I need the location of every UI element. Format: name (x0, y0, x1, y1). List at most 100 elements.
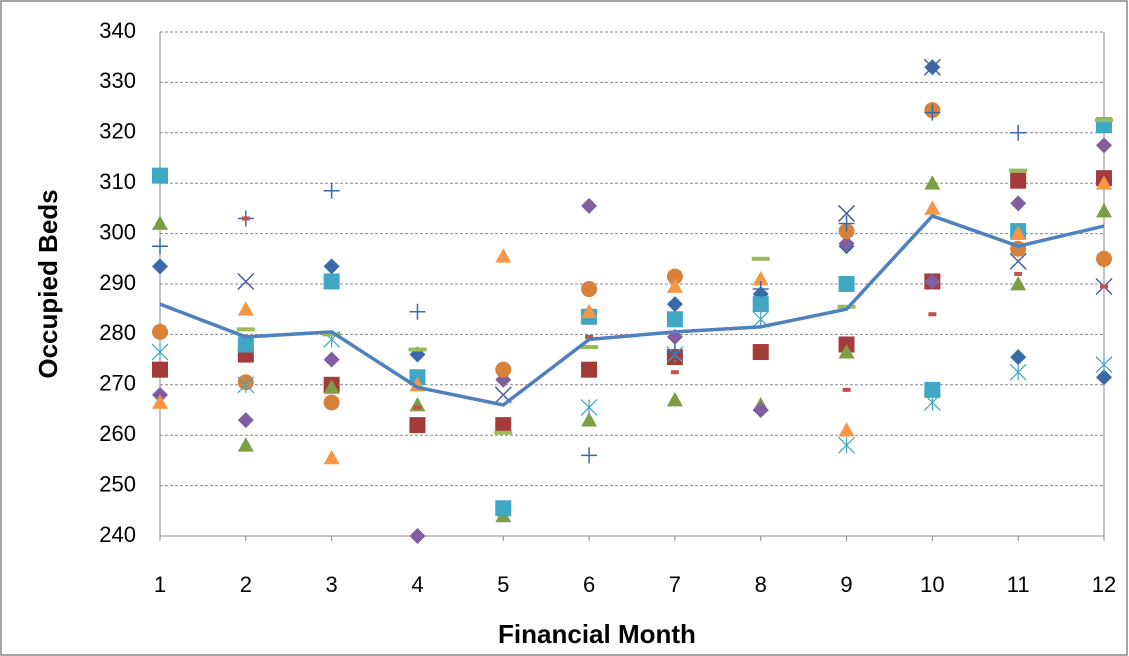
data-point (241, 216, 250, 221)
data-point (409, 528, 426, 544)
data-point (1010, 276, 1027, 291)
data-point (1010, 225, 1027, 240)
data-point (495, 417, 512, 434)
data-point (838, 235, 855, 252)
x-tick-label: 10 (920, 572, 944, 597)
data-point (842, 387, 851, 392)
data-point (1009, 168, 1028, 173)
data-point (923, 394, 941, 411)
x-tick-label: 12 (1092, 572, 1116, 597)
data-point (237, 376, 255, 394)
data-point (237, 336, 254, 353)
data-point (924, 273, 941, 290)
data-point (495, 361, 512, 378)
data-point (323, 258, 340, 275)
data-point (1014, 271, 1023, 276)
data-point (1009, 252, 1027, 270)
data-point (409, 417, 426, 434)
x-tick-label: 9 (840, 572, 852, 597)
x-tick-label: 8 (755, 572, 767, 597)
data-point (152, 215, 168, 230)
data-point (495, 248, 512, 263)
y-tick-label: 310 (99, 169, 136, 194)
data-point (838, 204, 856, 222)
data-point (323, 182, 340, 199)
y-tick-label: 290 (99, 270, 136, 295)
x-axis-title: Financial Month (498, 619, 696, 649)
data-point (152, 323, 168, 340)
data-point (237, 272, 255, 291)
data-point (1010, 195, 1027, 212)
data-point (1096, 250, 1112, 267)
y-tick-label: 280 (99, 320, 136, 345)
data-point (923, 58, 941, 76)
data-point (237, 412, 254, 429)
data-point (666, 268, 683, 285)
data-point (752, 270, 769, 286)
data-point (1095, 118, 1113, 123)
data-point (838, 344, 855, 359)
y-tick-label: 260 (99, 421, 136, 446)
y-tick-label: 240 (99, 522, 136, 547)
y-tick-label: 270 (99, 371, 136, 396)
data-point (666, 296, 683, 313)
data-point (495, 500, 512, 517)
data-point (924, 175, 941, 190)
x-tick-label: 4 (411, 572, 423, 597)
x-tick-label: 7 (669, 572, 681, 597)
data-point (752, 281, 769, 298)
data-point (581, 303, 598, 319)
y-tick-label: 300 (99, 219, 136, 244)
data-point (838, 436, 855, 454)
y-tick-label: 340 (99, 18, 136, 43)
data-point (409, 303, 426, 320)
x-tick-label: 6 (583, 572, 595, 597)
data-point (838, 276, 855, 292)
data-point (666, 278, 683, 293)
data-point (323, 394, 340, 411)
data-point (152, 258, 168, 275)
data-point (237, 437, 254, 452)
data-point (581, 361, 598, 378)
data-point (152, 238, 168, 255)
data-point (581, 412, 598, 427)
data-point (670, 370, 679, 375)
y-axis-title: Occupied Beds (33, 189, 63, 378)
data-point (1010, 349, 1027, 366)
x-tick-label: 5 (497, 572, 509, 597)
data-point (1009, 363, 1027, 381)
data-point (666, 344, 683, 361)
data-point (928, 312, 937, 317)
data-point (666, 311, 683, 328)
data-point (322, 332, 341, 337)
data-point (751, 256, 770, 261)
data-point (924, 104, 941, 121)
x-tick-label: 1 (154, 572, 166, 597)
data-point (151, 343, 169, 361)
data-point (494, 430, 513, 435)
data-point (585, 334, 594, 339)
data-point (323, 351, 340, 368)
series-line (159, 213, 1105, 407)
data-point (323, 449, 340, 465)
x-tick-label: 2 (240, 572, 252, 597)
data-point (581, 197, 598, 214)
data-point (152, 361, 168, 378)
data-point (1096, 369, 1112, 386)
data-point (838, 215, 855, 232)
data-point (236, 327, 255, 332)
data-point (580, 399, 598, 416)
data-point (323, 273, 340, 290)
data-point (1095, 356, 1113, 374)
x-tick-label: 3 (326, 572, 338, 597)
data-point (581, 281, 598, 298)
data-point (924, 381, 941, 398)
data-point (581, 447, 598, 464)
data-point (924, 200, 941, 215)
data-point (1010, 124, 1027, 141)
data-point (666, 391, 683, 407)
data-point (1096, 137, 1112, 154)
data-point (408, 347, 427, 352)
